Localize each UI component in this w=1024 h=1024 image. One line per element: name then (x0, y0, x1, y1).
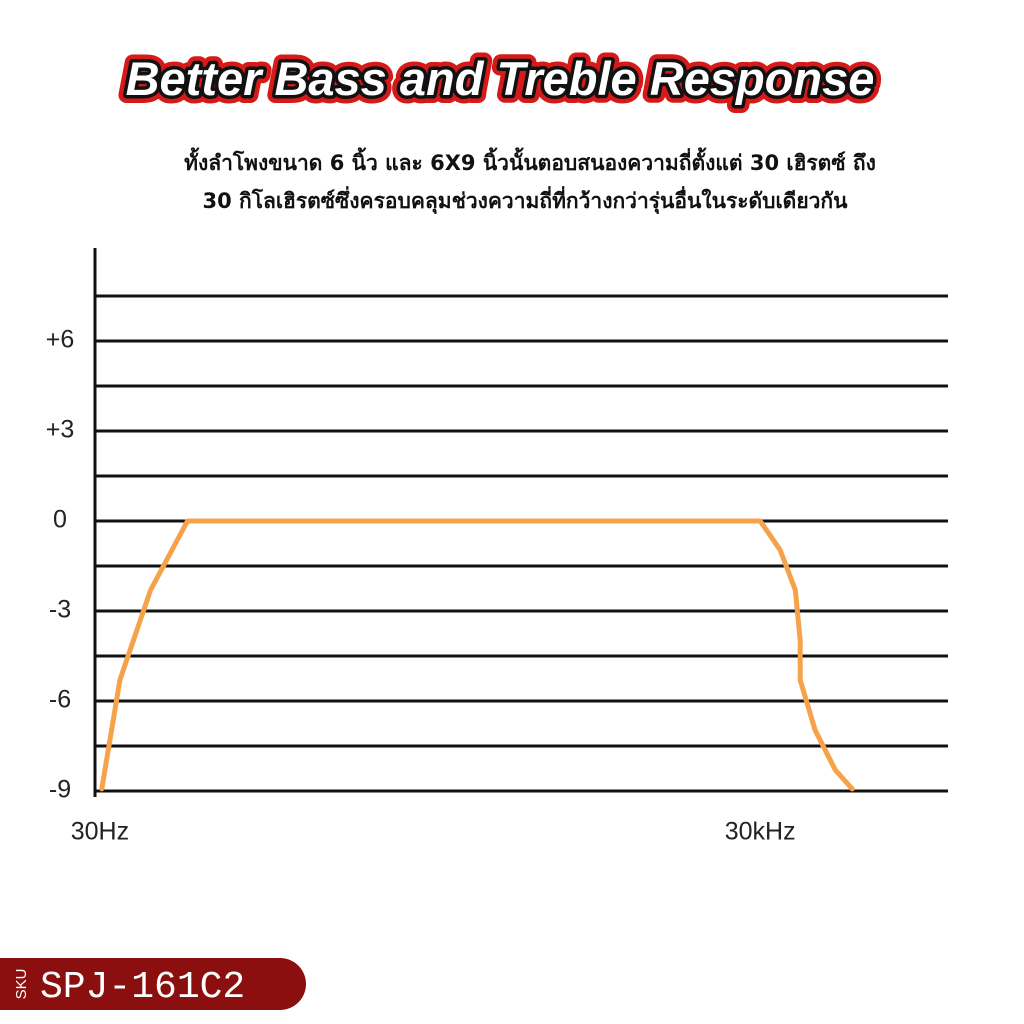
subtitle: ทั้งลำโพงขนาด 6 นิ้ว และ 6X9 นิ้วนั้นตอบ… (184, 147, 876, 175)
response-line (99, 518, 855, 792)
y-tick-label: +3 (46, 416, 75, 444)
x-tick-label: 30Hz (71, 818, 129, 846)
y-tick-label: -6 (49, 686, 71, 714)
y-tick-label: 0 (53, 506, 67, 534)
subtitle: 30 กิโลเฮิรตซ์ซึ่งครอบคลุมช่วงความถี่ที่… (202, 185, 848, 215)
sku-label: SKU (13, 969, 30, 1000)
y-tick-label: -9 (49, 776, 71, 804)
sku-code: SPJ-161C2 (40, 966, 245, 1009)
x-tick-label: 30kHz (725, 818, 796, 846)
chart-title: Better Bass and Treble Response (126, 52, 875, 105)
y-tick-label: +6 (46, 326, 75, 354)
y-tick-label: -3 (49, 596, 71, 624)
sku-badge (0, 958, 306, 1010)
chart-title-outline: Better Bass and Treble Response (126, 52, 875, 105)
